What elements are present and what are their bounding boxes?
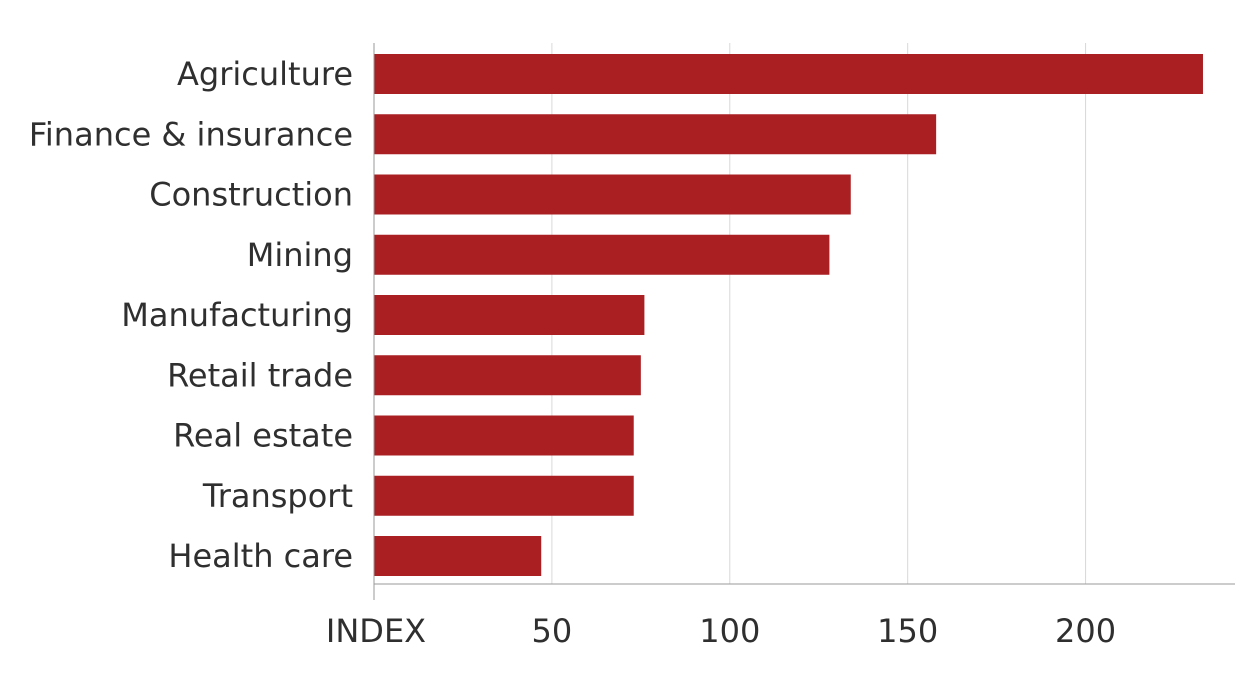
category-label-agriculture: Agriculture <box>177 55 353 93</box>
bars <box>374 54 1203 576</box>
bar-transport <box>374 475 634 516</box>
category-label-retail-trade: Retail trade <box>167 356 353 394</box>
x-tick-label-100: 100 <box>699 612 760 650</box>
axes <box>373 43 1235 600</box>
x-tick-label-200: 200 <box>1055 612 1116 650</box>
bar-real-estate <box>374 415 634 456</box>
category-label-mining: Mining <box>247 236 353 274</box>
bar-construction <box>374 174 851 215</box>
category-label-construction: Construction <box>149 176 353 214</box>
bar-retail-trade <box>374 355 641 396</box>
category-label-transport: Transport <box>202 477 353 515</box>
category-label-health-care: Health care <box>168 537 353 575</box>
category-labels: Agriculture Finance & insurance Constructi… <box>29 55 353 575</box>
bar-agriculture <box>374 54 1203 94</box>
category-label-finance-insurance: Finance & insurance <box>29 115 353 153</box>
bar-mining <box>374 234 830 275</box>
x-tick-label-150: 150 <box>877 612 938 650</box>
bar-health-care <box>374 536 542 576</box>
category-label-real-estate: Real estate <box>173 417 353 455</box>
bar-finance-insurance <box>374 114 937 155</box>
bar-manufacturing <box>374 295 645 335</box>
category-label-manufacturing: Manufacturing <box>121 296 353 334</box>
x-tick-label-index: INDEX <box>326 612 426 650</box>
tick-labels: INDEX 50 100 150 200 <box>326 612 1116 650</box>
x-tick-label-50: 50 <box>532 612 573 650</box>
